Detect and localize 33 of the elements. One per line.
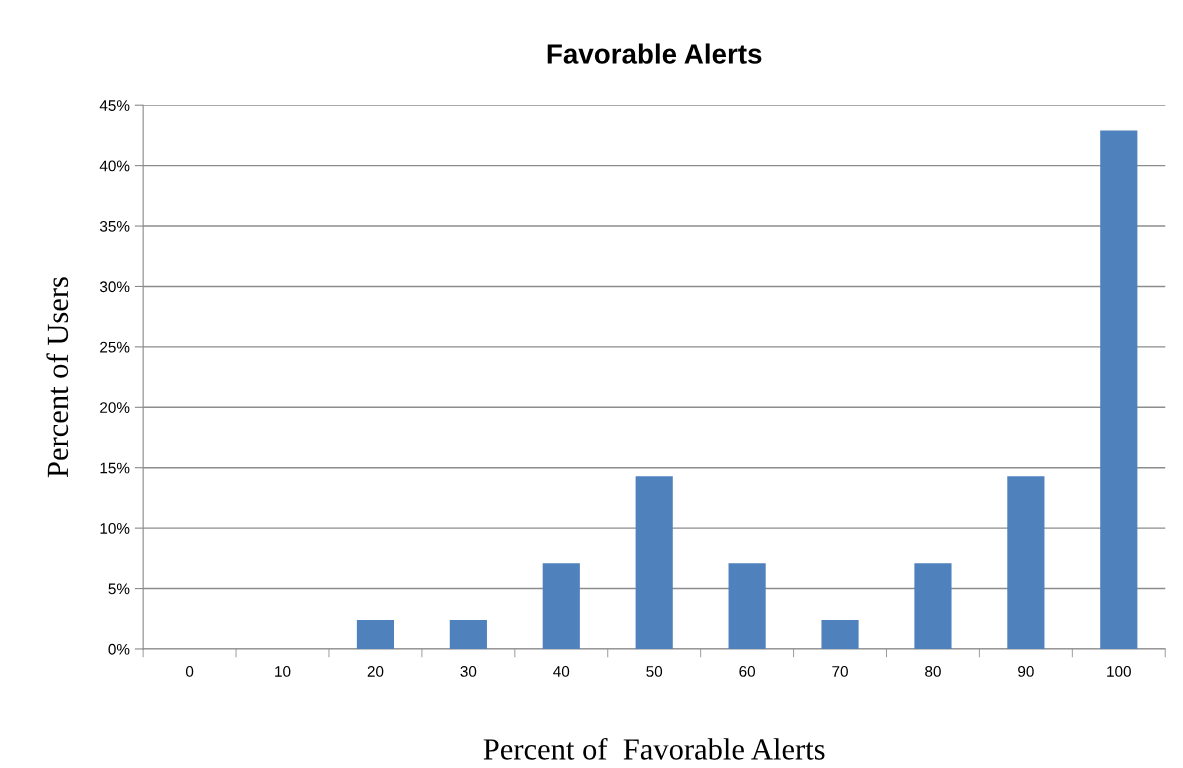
y-tick-label: 10% <box>100 523 130 534</box>
bar <box>821 619 859 649</box>
bar <box>1007 476 1045 649</box>
y-tick-label: 0% <box>108 643 130 655</box>
y-tick-label: 25% <box>100 341 130 353</box>
x-tick-label: 60 <box>739 666 756 677</box>
x-tick-label: 40 <box>553 666 570 677</box>
x-tick-label: 100 <box>1107 666 1131 677</box>
bar <box>914 563 952 649</box>
y-tick-label: 15% <box>100 462 130 474</box>
x-tick-label: 20 <box>367 666 384 677</box>
x-axis-title: Percent of Favorable Alerts <box>483 737 825 760</box>
y-tick-label: 20% <box>100 402 130 413</box>
x-tick-label: 30 <box>460 666 477 677</box>
bar <box>1100 130 1138 649</box>
bar <box>728 563 766 649</box>
y-tick-label: 35% <box>99 220 130 232</box>
x-tick-label: 90 <box>1018 666 1034 677</box>
bar <box>449 619 487 649</box>
x-tick-label: 0 <box>185 666 194 677</box>
y-tick-label: 30% <box>99 281 130 293</box>
y-tick-label: 40% <box>99 160 130 172</box>
chart-title: Favorable Alerts <box>547 43 762 64</box>
y-axis-title: Percent of Users <box>46 277 69 478</box>
x-tick-label: 80 <box>925 666 941 677</box>
y-tick-label: 5% <box>108 583 130 595</box>
x-tick-label: 50 <box>646 666 663 677</box>
bar <box>542 563 580 649</box>
y-tick-label: 45% <box>99 100 130 111</box>
x-tick-label: 10 <box>275 666 291 677</box>
bar <box>356 619 395 649</box>
x-tick-label: 70 <box>832 666 848 677</box>
bar <box>635 476 673 649</box>
